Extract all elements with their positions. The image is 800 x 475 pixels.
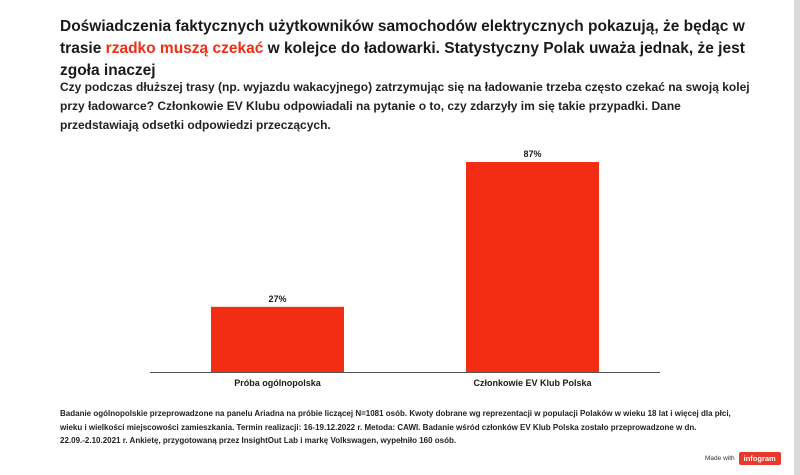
- category-label-1: Próba ogólnopolska: [234, 378, 322, 388]
- title-text-2: w kolejce do ładowarki. Statystyczny Pol…: [60, 40, 745, 79]
- title-highlight: rzadko muszą czekać: [105, 40, 264, 57]
- bar-value-label-2: 87%: [523, 149, 541, 159]
- infogram-logo[interactable]: infogram: [738, 452, 781, 465]
- category-label-2: Członkowie EV Klub Polska: [473, 378, 592, 388]
- bar-2[interactable]: [466, 162, 599, 372]
- bar-1[interactable]: [211, 306, 344, 372]
- footnote: Badanie ogólnopolskie przeprowadzone na …: [60, 409, 731, 445]
- made-with-label: Made with: [705, 455, 735, 462]
- chart-title: Doświadczenia faktycznych użytkowników s…: [60, 16, 750, 82]
- chart-subtitle: Czy podczas dłuższej trasy (np. wyjazdu …: [60, 80, 750, 132]
- bar-value-label-1: 27%: [268, 294, 286, 304]
- title-text-1: Doświadczenia faktycznych użytkowników s…: [60, 18, 745, 57]
- scrollbar-track: [794, 0, 800, 475]
- made-with-infogram[interactable]: Made with infogram: [705, 452, 781, 465]
